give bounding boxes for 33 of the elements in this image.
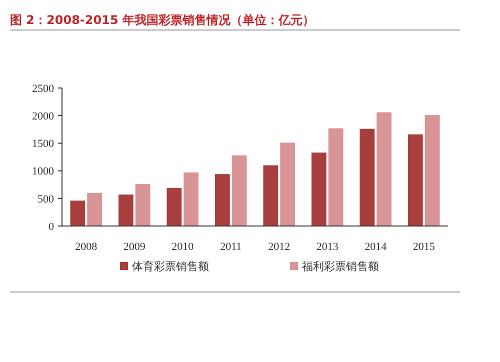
x-tick-label: 2015 <box>412 241 436 253</box>
bar <box>166 188 182 226</box>
bar <box>87 192 102 226</box>
bar <box>280 142 296 226</box>
bar <box>408 134 423 226</box>
bar <box>135 184 150 226</box>
bar <box>184 172 199 226</box>
x-tick-label: 2008 <box>75 241 98 253</box>
legend-label: 体育彩票销售额 <box>132 260 209 273</box>
bar <box>70 200 86 226</box>
x-tick-label: 2013 <box>316 241 339 253</box>
y-tick-label: 2500 <box>32 82 54 95</box>
bar <box>214 174 230 226</box>
y-tick-label: 500 <box>38 193 54 206</box>
bar <box>360 128 375 226</box>
x-tick-label: 2012 <box>268 241 290 253</box>
y-tick-label: 2000 <box>32 110 54 122</box>
x-tick-label: 2014 <box>364 241 388 253</box>
bar <box>118 194 134 226</box>
bar <box>376 112 392 226</box>
x-tick-label: 2009 <box>123 241 146 253</box>
y-tick-label: 0 <box>48 220 54 233</box>
y-tick-label: 1000 <box>32 166 54 178</box>
bar <box>232 155 247 226</box>
x-tick-label: 2011 <box>220 241 242 253</box>
bar <box>263 165 278 226</box>
bar <box>328 128 344 226</box>
bar <box>424 115 440 226</box>
y-tick-label: 1500 <box>32 138 54 150</box>
bar <box>311 152 326 226</box>
x-tick-label: 2010 <box>172 241 194 253</box>
legend-label: 福利彩票销售额 <box>302 260 379 273</box>
chart-title: 图 2：2008-2015 年我国彩票销售情况（单位：亿元） <box>10 13 314 27</box>
